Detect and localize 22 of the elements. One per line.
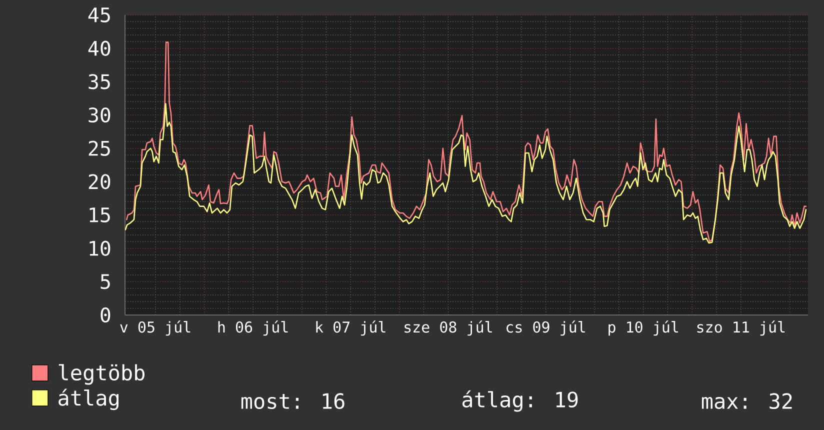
y-tick-label: 0 [100, 307, 110, 323]
y-tick-label: 25 [88, 140, 110, 156]
y-tick-label: 40 [88, 40, 110, 56]
y-tick-label: 35 [88, 74, 110, 90]
x-tick-label: v 05 júl [120, 320, 190, 336]
y-tick-label: 5 [100, 274, 110, 290]
legend-label: legtöbb [58, 364, 144, 385]
y-tick-label: 30 [88, 107, 110, 123]
y-tick-label: 20 [88, 174, 110, 190]
y-tick-label: 45 [88, 8, 110, 22]
x-tick-label: cs 09 júl [506, 320, 585, 336]
y-tick-label: 10 [90, 240, 110, 256]
text: most: 16 [241, 393, 344, 410]
x-tick-label: k 07 júl [316, 320, 386, 336]
text: átlag: 19 [462, 390, 578, 412]
x-tick-label: h 06 júl [218, 320, 288, 336]
text: max: 32 [702, 393, 792, 410]
x-tick-label: sze 08 júl [404, 320, 492, 336]
y-tick-label: 15 [90, 208, 110, 222]
legend-label: átlag [58, 388, 118, 410]
x-tick-label: szo 11 júl [697, 320, 785, 336]
x-tick-label: p 10 júl [608, 320, 678, 336]
